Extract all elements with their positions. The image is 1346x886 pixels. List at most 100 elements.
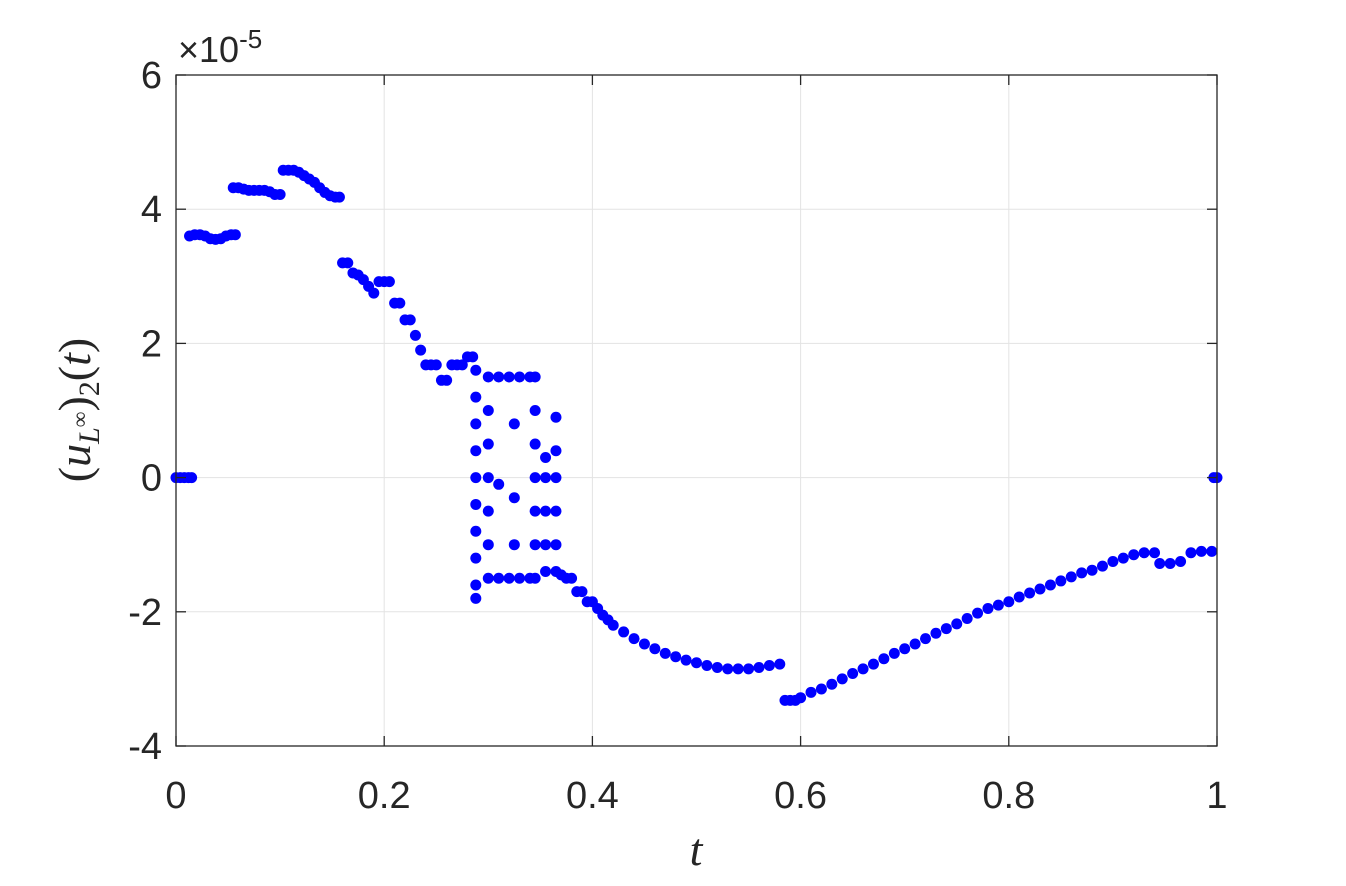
point	[430, 359, 442, 371]
point	[857, 663, 869, 675]
point	[229, 229, 241, 241]
point	[540, 505, 552, 517]
point	[1107, 555, 1119, 567]
x-tick-label: 0	[165, 775, 186, 817]
point	[482, 405, 494, 416]
point	[493, 478, 505, 490]
point	[333, 191, 345, 203]
point	[404, 314, 416, 326]
y-tick-label: 0	[141, 458, 162, 500]
point	[691, 657, 702, 669]
x-tick-label: 0.6	[774, 775, 827, 817]
point	[763, 659, 775, 671]
point	[514, 572, 526, 584]
point	[1154, 557, 1166, 569]
point	[670, 651, 682, 663]
point	[470, 472, 482, 484]
point	[1024, 587, 1036, 599]
point	[1055, 575, 1067, 587]
point	[383, 276, 395, 288]
point	[394, 297, 406, 309]
y-tick-label: -4	[128, 726, 162, 768]
point	[529, 405, 541, 416]
point	[503, 371, 515, 383]
point	[659, 647, 671, 659]
x-tick-label: 0.8	[982, 775, 1035, 817]
y-tick-label: -2	[128, 592, 162, 634]
y-tick-label: 4	[141, 189, 162, 231]
point	[529, 505, 541, 517]
point	[972, 607, 984, 619]
point	[649, 643, 661, 655]
point	[1195, 545, 1207, 557]
point	[1138, 547, 1150, 559]
point	[1149, 547, 1161, 559]
point	[722, 663, 734, 675]
point	[732, 663, 744, 675]
point	[550, 539, 562, 551]
point	[550, 445, 562, 457]
point	[342, 257, 354, 269]
point	[540, 539, 552, 551]
point	[368, 287, 380, 299]
point	[470, 592, 482, 604]
point	[482, 572, 494, 584]
point	[628, 633, 640, 645]
point	[493, 371, 505, 383]
multiplier-base: ×10	[178, 29, 239, 70]
point	[961, 613, 973, 625]
point	[470, 445, 482, 457]
point	[508, 492, 520, 504]
y-tick-label: 6	[141, 55, 162, 97]
point	[508, 418, 520, 430]
point	[847, 668, 859, 680]
label-part: )	[49, 396, 100, 411]
point	[930, 627, 942, 639]
marks	[170, 164, 1223, 706]
point	[743, 663, 755, 675]
point	[815, 683, 827, 695]
point	[415, 344, 427, 356]
y-axis-label: (uL∞)2(t)	[49, 338, 106, 482]
point	[482, 438, 494, 450]
point	[1076, 567, 1088, 579]
point	[540, 472, 552, 484]
point	[867, 658, 879, 670]
label-part: 2	[73, 381, 106, 396]
point	[482, 371, 494, 383]
point	[540, 451, 552, 463]
label-part: ∞	[67, 412, 92, 428]
y-tick-label: 2	[141, 323, 162, 365]
point	[514, 371, 526, 383]
point	[482, 472, 494, 484]
point	[456, 359, 468, 371]
point	[470, 418, 482, 430]
point	[1206, 545, 1218, 557]
point	[940, 623, 952, 635]
point	[992, 599, 1004, 611]
point	[618, 626, 630, 638]
point	[753, 661, 765, 673]
point	[540, 566, 552, 578]
point	[470, 364, 482, 376]
point	[470, 552, 482, 564]
point	[774, 658, 786, 670]
point	[1013, 591, 1025, 603]
point	[550, 505, 562, 517]
point	[1044, 579, 1056, 591]
point	[899, 643, 911, 655]
point	[1175, 555, 1187, 567]
point	[836, 673, 848, 685]
point	[1185, 547, 1197, 559]
point	[441, 374, 453, 386]
point	[1117, 552, 1129, 564]
label-part: t	[49, 352, 100, 366]
point	[482, 539, 494, 551]
point	[909, 638, 921, 650]
label-part: (	[49, 467, 100, 482]
point	[795, 692, 807, 704]
point	[711, 661, 723, 673]
point	[878, 653, 890, 665]
point	[493, 572, 505, 584]
